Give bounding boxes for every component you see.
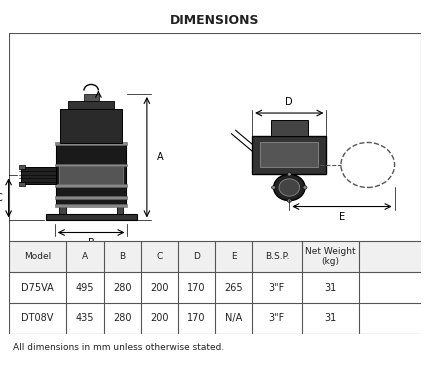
Text: 170: 170 [187,313,206,324]
Text: 3"F: 3"F [269,313,285,324]
Circle shape [287,173,292,176]
Bar [59,165,123,186]
Text: D: D [286,97,293,107]
Text: 31: 31 [325,313,337,324]
Circle shape [303,186,307,189]
Bar [60,109,122,143]
Bar [21,167,56,184]
Bar [19,182,25,186]
Text: 280: 280 [113,313,132,324]
Bar [55,142,127,145]
Text: Model: Model [24,252,51,261]
Bar [55,204,127,207]
Circle shape [279,179,300,196]
Text: B: B [119,252,125,261]
Text: 170: 170 [187,283,206,292]
Text: 200: 200 [150,283,169,292]
Text: B: B [88,238,95,248]
Bar [19,165,25,169]
Text: 280: 280 [113,283,132,292]
Text: A: A [157,152,164,162]
Bar [117,206,123,214]
Bar [271,120,308,135]
Bar [55,197,127,199]
Bar [68,101,114,109]
Text: DIMENSIONS: DIMENSIONS [170,14,260,27]
Text: E: E [339,212,345,222]
Bar [261,142,318,167]
Bar [55,164,127,166]
Text: C: C [0,193,3,203]
Text: 265: 265 [224,283,243,292]
Text: DT08V: DT08V [22,313,54,324]
Circle shape [273,174,305,201]
Text: 31: 31 [325,283,337,292]
Text: E: E [231,252,237,261]
Text: All dimensions in mm unless otherwise stated.: All dimensions in mm unless otherwise st… [13,343,224,352]
Bar [55,184,127,187]
Text: D75VA: D75VA [21,283,54,292]
Text: D: D [193,252,200,261]
Text: 435: 435 [76,313,94,324]
Bar [9,241,421,272]
Circle shape [272,186,276,189]
Bar [59,206,65,214]
Circle shape [287,199,292,202]
Text: 200: 200 [150,313,169,324]
Bar [56,143,126,206]
Text: N/A: N/A [225,313,242,324]
Bar [252,135,326,174]
Text: 3"F: 3"F [269,283,285,292]
Text: B.S.P.: B.S.P. [265,252,289,261]
Text: A: A [82,252,88,261]
Text: 495: 495 [76,283,94,292]
Bar [84,94,98,101]
Text: Net Weight
(kg): Net Weight (kg) [305,247,356,266]
Bar [46,214,137,220]
Text: C: C [156,252,163,261]
